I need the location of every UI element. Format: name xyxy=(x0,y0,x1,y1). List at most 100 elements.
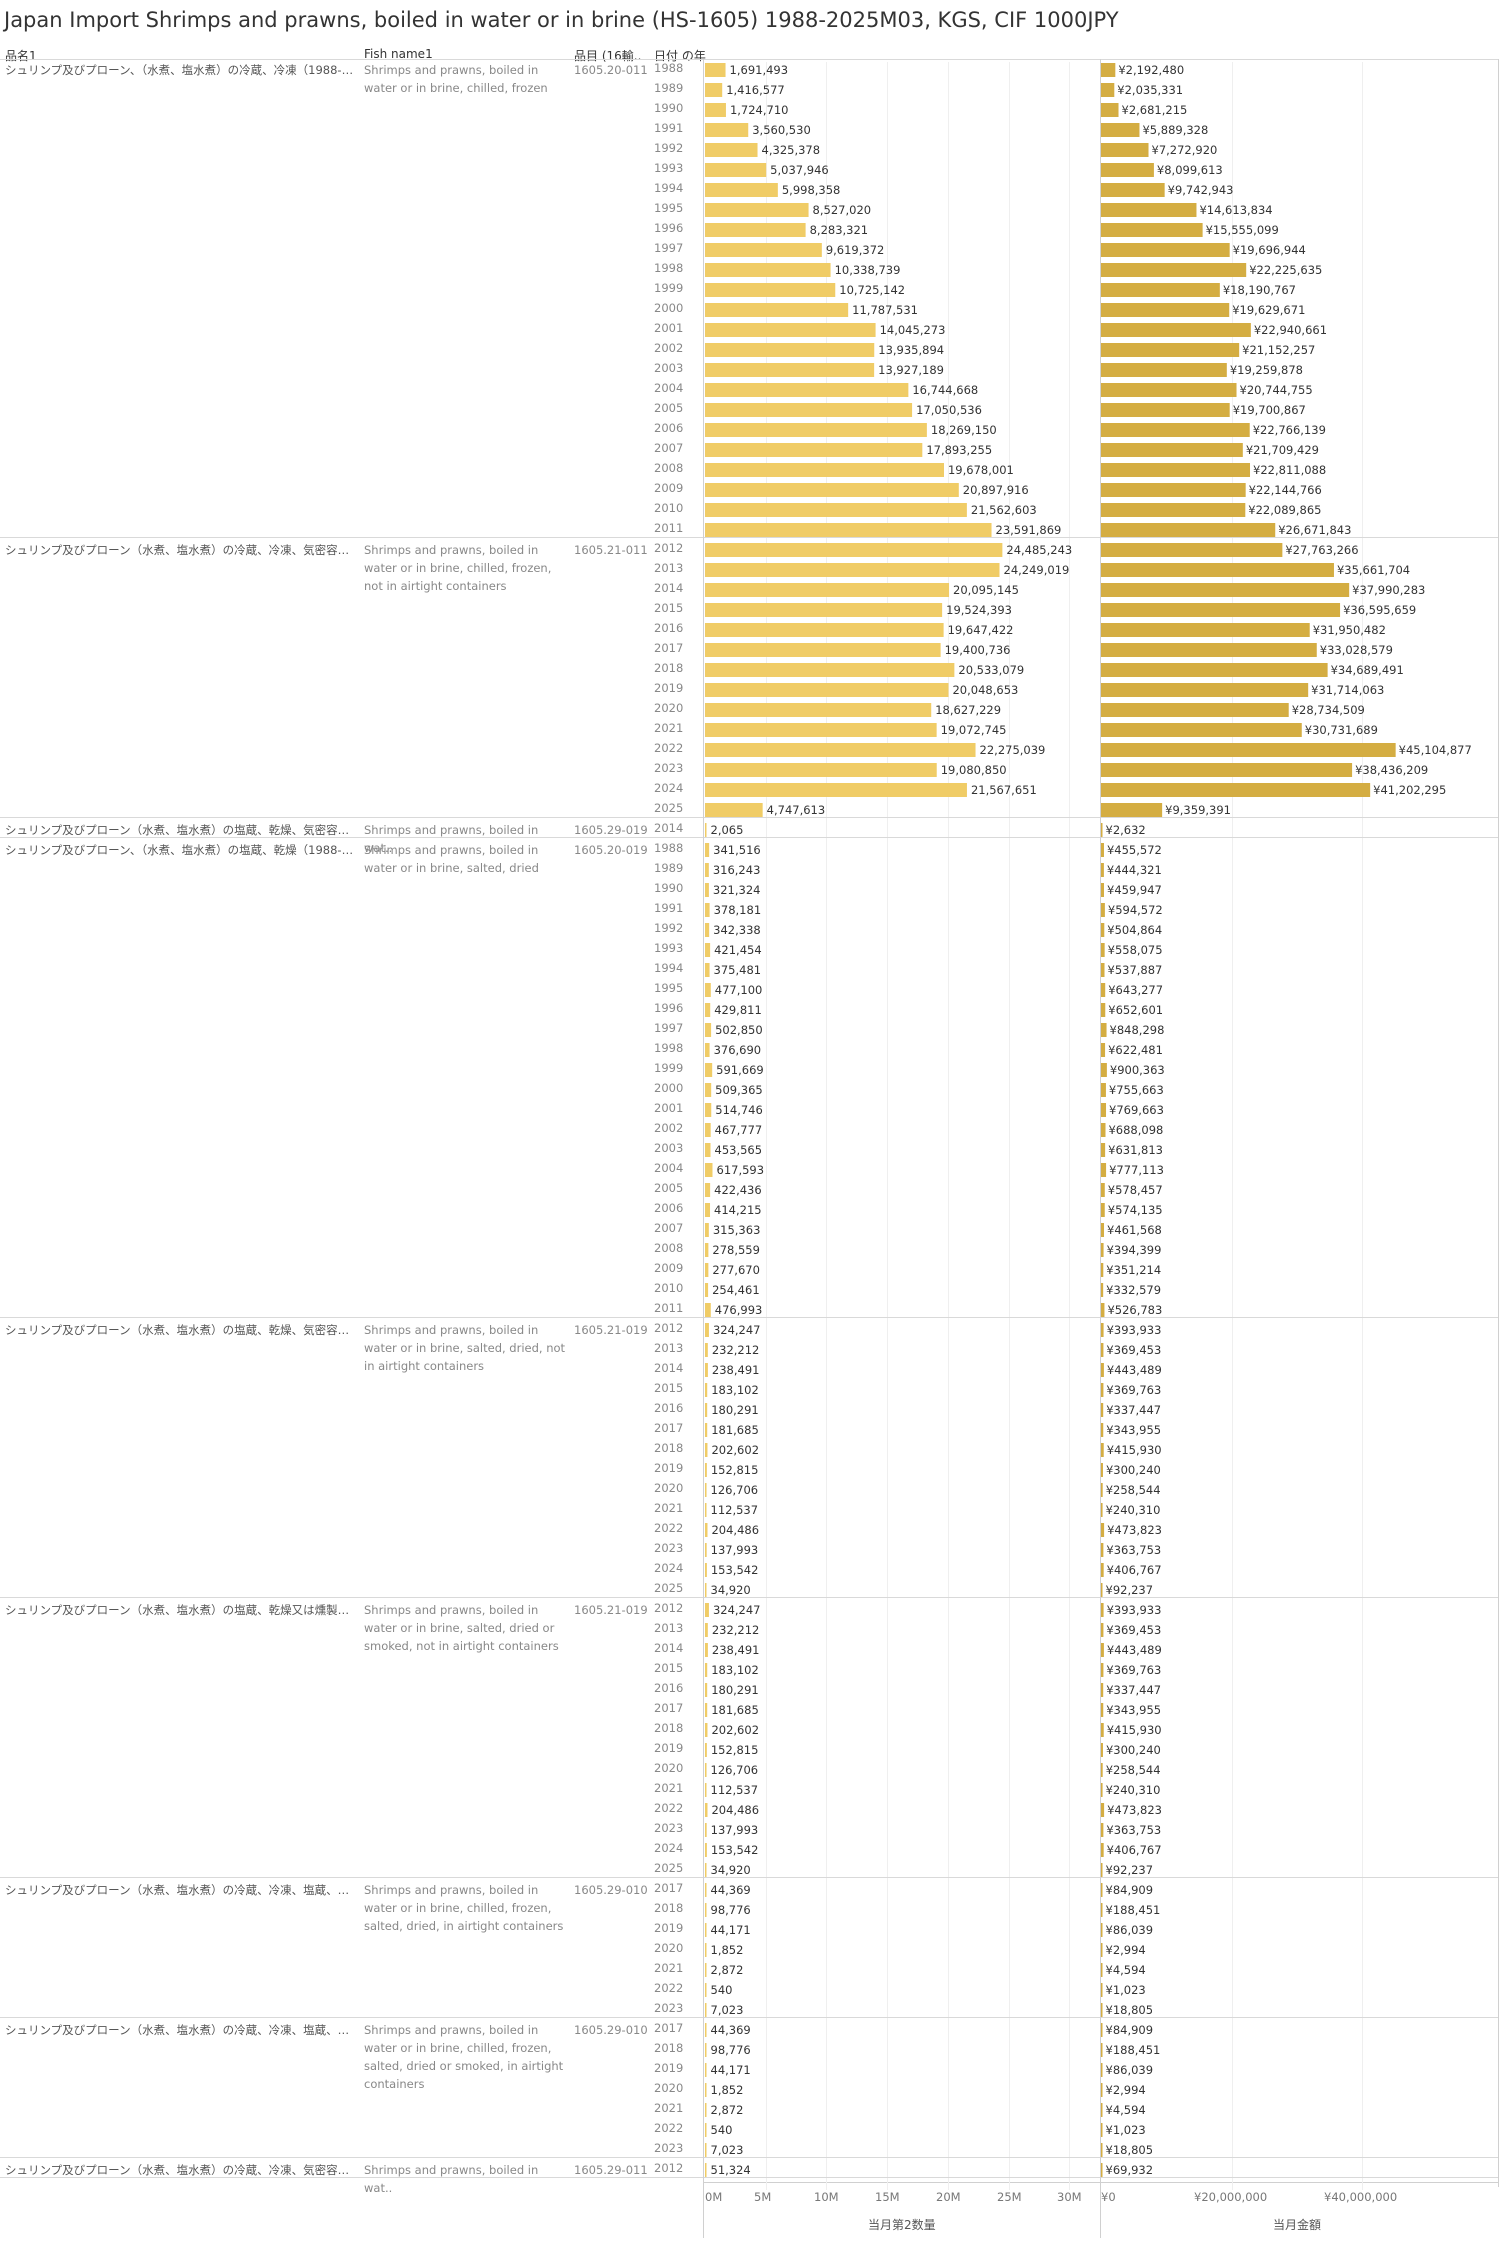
qty-bar[interactable] xyxy=(705,1443,708,1457)
qty-bar[interactable] xyxy=(705,1543,707,1557)
qty-bar[interactable] xyxy=(705,1663,708,1677)
qty-bar[interactable] xyxy=(705,1403,708,1417)
qty-bar[interactable] xyxy=(705,443,923,457)
val-bar[interactable] xyxy=(1101,1763,1103,1777)
qty-bar[interactable] xyxy=(705,123,749,137)
val-bar[interactable] xyxy=(1101,783,1371,797)
val-bar[interactable] xyxy=(1101,383,1237,397)
val-bar[interactable] xyxy=(1101,1783,1103,1797)
val-bar[interactable] xyxy=(1101,363,1227,377)
qty-bar[interactable] xyxy=(705,1943,707,1957)
qty-bar[interactable] xyxy=(705,1283,709,1297)
val-bar[interactable] xyxy=(1101,1883,1103,1897)
qty-bar[interactable] xyxy=(705,303,849,317)
group-name[interactable]: シュリンプ及びプローン、（水煮、塩水煮）の塩蔵、乾燥（1988-2011.. xyxy=(5,843,360,857)
val-bar[interactable] xyxy=(1101,1123,1106,1137)
qty-bar[interactable] xyxy=(705,1743,707,1757)
qty-bar[interactable] xyxy=(705,1623,708,1637)
qty-bar[interactable] xyxy=(705,83,723,97)
qty-bar[interactable] xyxy=(705,103,726,117)
val-bar[interactable] xyxy=(1101,543,1283,557)
val-bar[interactable] xyxy=(1101,1343,1104,1357)
val-bar[interactable] xyxy=(1101,943,1105,957)
val-bar[interactable] xyxy=(1101,843,1104,857)
qty-bar[interactable] xyxy=(705,2083,707,2097)
qty-bar[interactable] xyxy=(705,363,875,377)
val-bar[interactable] xyxy=(1101,123,1140,137)
val-bar[interactable] xyxy=(1101,1323,1104,1337)
val-bar[interactable] xyxy=(1101,1043,1106,1057)
qty-bar[interactable] xyxy=(705,1363,708,1377)
qty-bar[interactable] xyxy=(705,1343,708,1357)
qty-bar[interactable] xyxy=(705,423,927,437)
val-bar[interactable] xyxy=(1101,863,1104,877)
val-bar[interactable] xyxy=(1101,283,1220,297)
qty-bar[interactable] xyxy=(705,1083,712,1097)
qty-bar[interactable] xyxy=(705,543,1003,557)
qty-bar[interactable] xyxy=(705,823,707,837)
val-bar[interactable] xyxy=(1101,443,1243,457)
val-bar[interactable] xyxy=(1101,603,1341,617)
qty-bar[interactable] xyxy=(705,463,944,477)
qty-bar[interactable] xyxy=(705,1823,707,1837)
qty-bar[interactable] xyxy=(705,683,949,697)
val-bar[interactable] xyxy=(1101,963,1105,977)
val-bar[interactable] xyxy=(1101,1423,1104,1437)
qty-bar[interactable] xyxy=(705,1883,707,1897)
qty-bar[interactable] xyxy=(705,63,726,77)
qty-bar[interactable] xyxy=(705,383,909,397)
val-bar[interactable] xyxy=(1101,1103,1107,1117)
val-bar[interactable] xyxy=(1101,1383,1104,1397)
qty-bar[interactable] xyxy=(705,1523,708,1537)
qty-bar[interactable] xyxy=(705,1203,711,1217)
val-bar[interactable] xyxy=(1101,1543,1104,1557)
qty-bar[interactable] xyxy=(705,503,967,517)
qty-bar[interactable] xyxy=(705,1223,709,1237)
val-bar[interactable] xyxy=(1101,1963,1103,1977)
qty-bar[interactable] xyxy=(705,343,875,357)
qty-bar[interactable] xyxy=(705,1583,707,1597)
qty-bar[interactable] xyxy=(705,483,959,497)
val-bar[interactable] xyxy=(1101,1803,1105,1817)
val-bar[interactable] xyxy=(1101,2143,1103,2157)
qty-bar[interactable] xyxy=(705,143,758,157)
qty-bar[interactable] xyxy=(705,1843,707,1857)
val-bar[interactable] xyxy=(1101,1183,1105,1197)
qty-bar[interactable] xyxy=(705,1903,707,1917)
val-bar[interactable] xyxy=(1101,643,1317,657)
qty-bar[interactable] xyxy=(705,223,806,237)
val-bar[interactable] xyxy=(1101,2123,1103,2137)
qty-bar[interactable] xyxy=(705,1723,708,1737)
val-bar[interactable] xyxy=(1101,1503,1103,1517)
qty-bar[interactable] xyxy=(705,703,932,717)
val-bar[interactable] xyxy=(1101,1723,1104,1737)
qty-bar[interactable] xyxy=(705,1643,708,1657)
val-bar[interactable] xyxy=(1101,1163,1107,1177)
val-bar[interactable] xyxy=(1101,63,1116,77)
val-bar[interactable] xyxy=(1101,243,1230,257)
qty-bar[interactable] xyxy=(705,863,709,877)
val-bar[interactable] xyxy=(1101,1303,1105,1317)
val-bar[interactable] xyxy=(1101,2063,1103,2077)
qty-bar[interactable] xyxy=(705,923,710,937)
val-bar[interactable] xyxy=(1101,423,1250,437)
val-bar[interactable] xyxy=(1101,1983,1103,1997)
val-bar[interactable] xyxy=(1101,623,1310,637)
val-bar[interactable] xyxy=(1101,2163,1103,2177)
val-bar[interactable] xyxy=(1101,263,1247,277)
val-bar[interactable] xyxy=(1101,163,1154,177)
header-fish-name[interactable]: Fish name1 xyxy=(364,47,433,61)
qty-bar[interactable] xyxy=(705,163,767,177)
qty-bar[interactable] xyxy=(705,1703,708,1717)
val-bar[interactable] xyxy=(1101,1743,1103,1757)
qty-bar[interactable] xyxy=(705,183,778,197)
val-bar[interactable] xyxy=(1101,2003,1103,2017)
val-bar[interactable] xyxy=(1101,103,1119,117)
qty-bar[interactable] xyxy=(705,1043,710,1057)
val-bar[interactable] xyxy=(1101,1903,1103,1917)
qty-bar[interactable] xyxy=(705,1303,711,1317)
val-bar[interactable] xyxy=(1101,883,1105,897)
qty-bar[interactable] xyxy=(705,323,876,337)
val-bar[interactable] xyxy=(1101,1023,1107,1037)
qty-bar[interactable] xyxy=(705,663,955,677)
